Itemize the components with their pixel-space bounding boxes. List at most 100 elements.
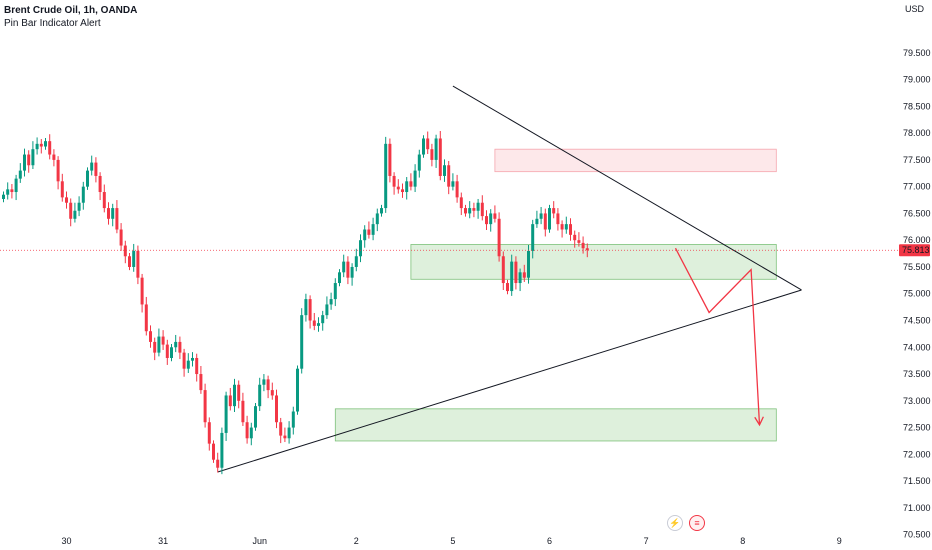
candle-body [94,162,98,176]
candle-body [52,154,56,160]
candle-body [392,175,396,187]
support-zone [410,244,777,280]
candle-body [123,245,127,257]
candle-body [39,143,43,147]
support-zone [334,408,777,442]
candle-body [165,344,169,358]
x-tick-label: 7 [644,536,649,546]
candle-body [497,218,501,257]
candle-body [539,213,543,219]
x-tick-label: 6 [547,536,552,546]
candle-body [485,216,488,225]
candle-body [317,323,320,326]
flag-icon[interactable]: ≡ [689,515,705,531]
trendline [452,85,802,291]
candle-body [531,224,535,251]
candle-body [417,154,421,171]
y-tick-label: 71.500 [903,476,931,486]
candle-body [90,162,94,171]
candle-body [388,143,392,176]
candle-body [199,374,203,391]
candle-body [384,143,388,209]
candle-body [422,138,425,155]
x-tick-label: 31 [158,536,168,546]
candle-body [111,208,115,219]
y-tick-label: 77.000 [903,182,931,192]
candle-body [195,357,199,375]
candle-body [300,315,304,369]
candle-body [186,360,190,369]
candle-body [216,459,220,468]
candle-body [548,208,551,230]
candle-body [81,186,85,203]
candle-body [371,224,375,235]
lightning-icon[interactable]: ⚡ [667,515,683,531]
candle-body [489,213,493,225]
candle-body [35,143,39,150]
candle-body [585,248,589,251]
candle-body [304,299,308,316]
candle-body [308,299,312,321]
candle-body [73,210,77,219]
candle-body [191,357,194,361]
candle-body [476,202,480,211]
y-tick-label: 78.000 [903,128,931,138]
y-tick-label: 72.000 [903,449,931,459]
candle-body [338,272,341,284]
y-tick-label: 75.000 [903,289,931,299]
candle-body [254,406,257,428]
projection-layer [674,247,764,427]
candle-body [153,341,157,353]
candle-body [241,400,245,423]
candle-body [527,250,530,278]
candle-body [128,256,131,267]
candle-body [170,347,173,358]
candle-body [6,189,10,195]
candle-body [577,240,581,243]
candle-body [413,170,417,187]
candle-body [60,181,64,198]
candle-body [342,261,346,273]
candle-body [2,194,5,199]
y-tick-label: 74.500 [903,316,931,326]
candle-body [581,242,585,249]
candle-body [237,384,241,401]
candle-body [102,192,106,209]
candle-body [506,283,509,292]
candle-body [455,181,459,198]
candle-body [270,390,274,396]
candle-body [220,432,224,468]
zones-layer [334,148,777,442]
candle-body [140,277,144,305]
y-tick-label: 78.500 [903,101,931,111]
candle-body [136,250,140,278]
candle-body [359,240,362,257]
candle-body [182,352,186,369]
candle-body [14,178,18,193]
candle-body [174,341,178,348]
indicator-label[interactable]: Pin Bar Indicator Alert [4,18,101,29]
resistance-zone [494,148,777,173]
candle-body [258,384,262,407]
candle-body [325,304,329,316]
candle-body [396,186,400,190]
candle-body [69,202,73,219]
candle-body [564,224,568,230]
candle-body [228,395,232,407]
candle-body [350,266,354,278]
candle-body [569,224,572,235]
y-tick-label: 73.000 [903,396,931,406]
candle-body [77,202,81,211]
candle-body [434,138,438,160]
y-tick-label: 71.000 [903,503,931,513]
candle-body [98,175,102,193]
candle-body [333,283,337,300]
candle-body [207,422,211,444]
candle-body [65,197,68,203]
candle-body [401,189,404,193]
candle-body [115,208,119,230]
x-tick-label: 2 [354,536,359,546]
candle-body [44,141,47,147]
y-tick-label: 73.500 [903,369,931,379]
